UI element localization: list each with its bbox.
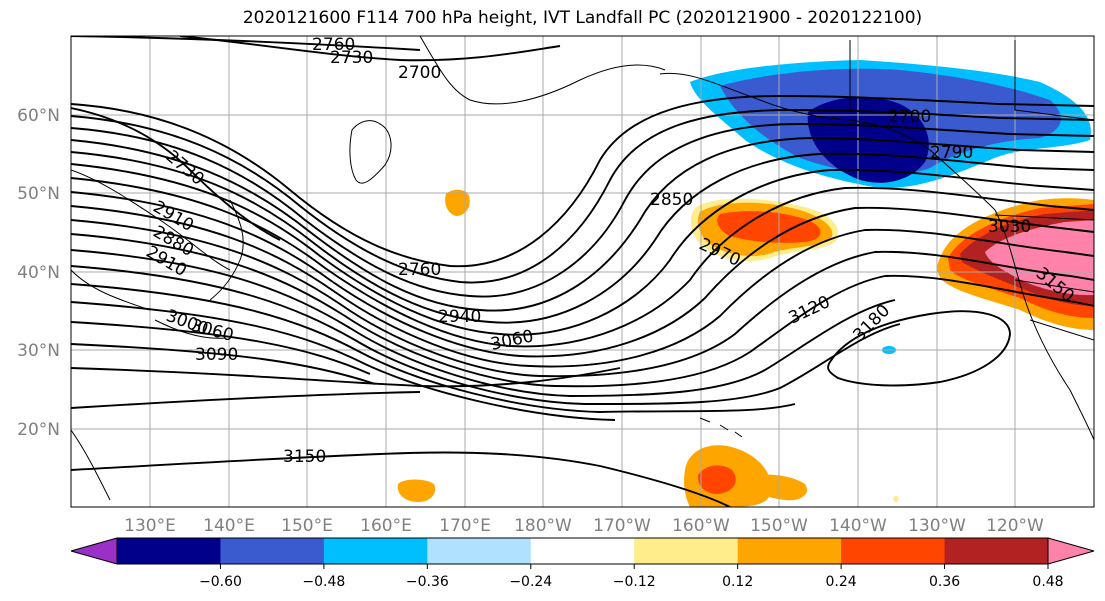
contour-label: 3030 <box>988 217 1031 237</box>
colorbar-segment <box>737 538 842 564</box>
coastlines <box>71 36 1094 501</box>
colorbar-segment <box>323 538 428 564</box>
contour-label: 2850 <box>650 190 693 210</box>
contour-label: 2790 <box>930 143 973 163</box>
map-frame <box>70 35 1095 508</box>
lon-label: 120°W <box>986 516 1044 536</box>
lon-label: 140°E <box>203 516 255 536</box>
map-title: 2020121600 F114 700 hPa height, IVT Land… <box>242 8 923 28</box>
lon-label: 160°E <box>360 516 412 536</box>
colorbar-extend-min <box>71 538 117 564</box>
colorbar-segment <box>220 538 325 564</box>
lat-label: 20°N <box>17 420 60 440</box>
colorbar-tick-label: 0.24 <box>826 574 857 590</box>
colorbar-tick-label: −0.36 <box>406 574 449 590</box>
colorbar-tick-label: −0.24 <box>509 574 552 590</box>
lat-label: 40°N <box>17 263 60 283</box>
lat-label: 60°N <box>17 106 60 126</box>
colorbar-segment <box>634 538 739 564</box>
colorbar-tick-label: −0.12 <box>613 574 656 590</box>
lon-label: 130°W <box>908 516 966 536</box>
colorbar-tick-label: −0.60 <box>199 574 242 590</box>
lon-label: 140°W <box>829 516 887 536</box>
colorbar: −0.60 −0.48 −0.36 −0.24 −0.12 0.12 0.24 0.36 0.4… <box>70 537 1095 590</box>
colorbar-tick-label: 0.36 <box>929 574 960 590</box>
lon-label: 180°W <box>514 516 572 536</box>
lon-label: 150°E <box>281 516 333 536</box>
ivt-positive-anomaly-north-pacific <box>690 198 839 262</box>
ivt-positive-anomaly-hawaii <box>397 189 899 507</box>
contour-label: 2760 <box>312 35 355 55</box>
colorbar-segment <box>944 538 1049 564</box>
colorbar-tick-label: 0.48 <box>1032 574 1063 590</box>
colorbar-segment <box>427 538 532 564</box>
contour-label: 3150 <box>283 447 326 467</box>
contour-label: 2940 <box>438 307 481 327</box>
lon-label: 170°E <box>439 516 491 536</box>
colorbar-segment <box>841 538 946 564</box>
ivt-negative-anomaly-alaska <box>690 60 1091 189</box>
height-contours <box>71 36 1094 507</box>
colorbar-segment <box>117 538 221 564</box>
latitude-labels: 60°N 50°N 40°N 30°N 20°N <box>17 106 60 440</box>
contour-label: 2700 <box>888 107 931 127</box>
contour-label: 2700 <box>398 63 441 83</box>
contour-label: 2760 <box>398 260 441 280</box>
colorbar-frame <box>116 537 1049 565</box>
contour-label: 3090 <box>195 345 238 365</box>
colorbar-extend-max <box>1048 538 1094 564</box>
colorbar-segment <box>530 538 635 564</box>
ivt-positive-anomaly-us-west-coast <box>937 198 1094 330</box>
lon-label: 160°W <box>672 516 730 536</box>
colorbar-tick-label: −0.48 <box>302 574 345 590</box>
contour-label: 2730 <box>330 48 373 68</box>
lat-label: 50°N <box>17 184 60 204</box>
colorbar-tick-label: 0.12 <box>722 574 753 590</box>
lon-label: 170°W <box>593 516 651 536</box>
lon-label: 130°E <box>124 516 176 536</box>
map-panel: 2760 2730 2700 2730 2850 2910 2880 2910 … <box>71 35 1094 507</box>
lat-label: 30°N <box>17 341 60 361</box>
lon-label: 150°W <box>750 516 808 536</box>
longitude-labels: 130°E 140°E 150°E 160°E 170°E 180°W 170°… <box>124 516 1044 536</box>
